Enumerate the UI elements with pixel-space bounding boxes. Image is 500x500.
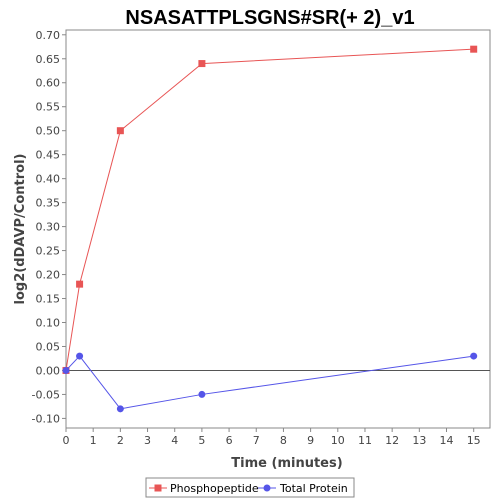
x-tick-label: 12	[385, 434, 399, 447]
x-tick-label: 7	[253, 434, 260, 447]
legend-marker-phosphopeptide	[154, 484, 162, 492]
legend: Phosphopeptide Total Protein	[145, 477, 355, 498]
y-tick-label: 0.15	[36, 293, 61, 306]
x-tick-label: 15	[467, 434, 481, 447]
y-tick-label: 0.20	[36, 269, 61, 282]
data-point-phosphopeptide	[116, 127, 124, 135]
data-point-total-protein	[198, 390, 206, 398]
y-axis: -0.10 -0.05 0.00 0.05 0.10 0.15 0.20 0.25 0.30 0.…	[32, 29, 66, 425]
y-tick-label: 0.05	[36, 340, 61, 353]
data-point-total-protein	[470, 352, 478, 360]
x-tick-label: 0	[63, 434, 70, 447]
legend-label-total-protein: Total Protein	[279, 482, 348, 495]
chart-title: NSASATTPLSGNS#SR(+ 2)_v1	[125, 7, 414, 29]
data-point-phosphopeptide	[470, 45, 478, 53]
y-tick-label: 0.25	[36, 245, 61, 258]
x-tick-label: 2	[117, 434, 124, 447]
x-tick-label: 14	[440, 434, 454, 447]
x-tick-label: 6	[226, 434, 233, 447]
y-tick-label: 0.45	[36, 149, 61, 162]
x-tick-label: 9	[307, 434, 314, 447]
y-axis-title: log2(dDAVP/Control)	[13, 154, 28, 305]
x-tick-label: 13	[412, 434, 426, 447]
y-tick-label: 0.50	[36, 125, 61, 138]
y-tick-label: 0.30	[36, 221, 61, 234]
legend-marker-total-protein	[263, 484, 271, 492]
y-tick-label: -0.05	[32, 388, 60, 401]
x-tick-label: 3	[144, 434, 151, 447]
x-tick-label: 11	[358, 434, 372, 447]
y-tick-label: 0.60	[36, 77, 61, 90]
data-point-phosphopeptide	[198, 60, 206, 68]
legend-label-phosphopeptide: Phosphopeptide	[170, 482, 259, 495]
y-tick-label: 0.35	[36, 197, 61, 210]
series-layer	[62, 45, 478, 413]
data-point-total-protein	[62, 366, 70, 374]
y-tick-label: 0.65	[36, 53, 61, 66]
y-tick-label: -0.10	[32, 412, 60, 425]
x-axis: 0 1 2 3 4 5 6 7 8 9 10 11 12 13 14 15	[63, 428, 481, 447]
y-tick-label: 0.10	[36, 317, 61, 330]
y-tick-label: 0.40	[36, 173, 61, 186]
data-point-total-protein	[116, 405, 124, 413]
x-tick-label: 1	[90, 434, 97, 447]
legend-box	[145, 477, 355, 498]
x-tick-label: 8	[280, 434, 287, 447]
data-point-total-protein	[76, 352, 84, 360]
data-point-phosphopeptide	[76, 280, 84, 288]
x-tick-label: 4	[171, 434, 178, 447]
y-tick-label: 0.00	[36, 364, 61, 377]
plot-area	[65, 29, 491, 429]
y-tick-label: 0.70	[36, 29, 61, 42]
x-tick-label: 10	[331, 434, 345, 447]
x-tick-label: 5	[198, 434, 205, 447]
y-tick-label: 0.55	[36, 101, 61, 114]
x-axis-title: Time (minutes)	[231, 456, 342, 471]
